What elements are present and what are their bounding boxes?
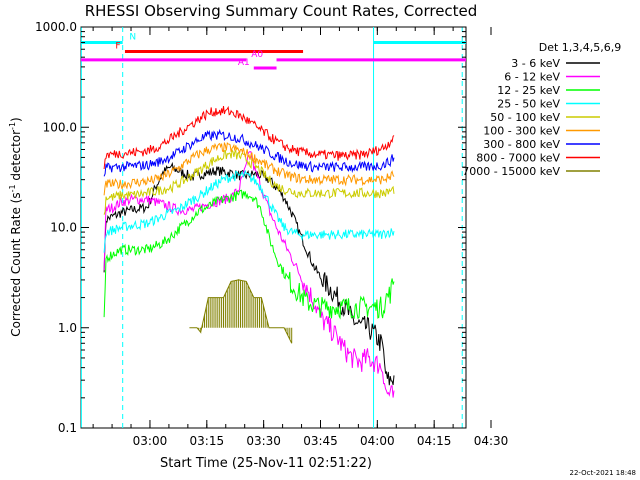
legend-title: Det 1,3,4,5,6,9 [539,41,622,54]
x-tick-label: 03:45 [303,434,338,448]
series-line-300-800-kev [103,128,395,177]
legend-entry-100-300-kev: 100 - 300 keV [483,125,560,138]
y-axis-label: Corrected Count Rate (s-1 detector-1) [8,117,23,336]
series-line-25-50-kev [103,169,395,253]
flag-label-f: F [115,41,120,51]
flag-label-a1: A1 [238,58,250,68]
chart-title: RHESSI Observing Summary Count Rates, Co… [85,2,478,20]
x-axis-ticks: 03:00 03:15 03:30 03:45 04:00 04:15 04:30 [92,27,509,448]
legend-entry-7000-15000-kev: 7000 - 15000 keV [462,165,560,178]
series-line-50-100-kev [103,148,395,215]
x-axis-label: Start Time (25-Nov-11 02:51:22) [160,456,372,471]
series-line-6-12-kev [103,151,395,398]
y-axis-ticks: 1000.0 100.0 10.0 1.0 0.1 [35,20,466,435]
legend-entry-6-12-kev: 6 - 12 keV [504,71,560,84]
x-tick-label: 04:30 [474,434,509,448]
series-lines [103,105,395,398]
series-line-800-7000-kev [103,105,395,170]
series-line-100-300-kev [103,142,395,196]
x-tick-label: 04:15 [417,434,452,448]
series-line-12-25-kev [103,189,395,320]
x-tick-label: 03:30 [246,434,281,448]
legend-entry-25-50-kev: 25 - 50 keV [497,98,560,111]
flag-label-a0: A0 [251,50,263,60]
y-tick-label: 100.0 [43,120,77,134]
y-tick-label: 0.1 [58,421,77,435]
legend-entry-3-6-kev: 3 - 6 keV [511,57,560,70]
date-stamp: 22-Oct-2021 18:48 [570,469,636,477]
flag-label-n: N [129,33,136,43]
y-tick-label: 1000.0 [35,20,77,34]
legend-entry-800-7000-kev: 800 - 7000 keV [476,152,560,165]
series-line-7000-15000-kev [189,279,293,344]
x-tick-label: 03:00 [133,434,168,448]
x-tick-label: 03:15 [190,434,225,448]
legend-entry-300-800-kev: 300 - 800 keV [483,138,560,151]
x-tick-label: 04:00 [360,434,395,448]
y-tick-label: 1.0 [58,321,77,335]
series-line-3-6-kev [103,161,395,386]
y-tick-label: 10.0 [50,221,77,235]
legend-entry-12-25-kev: 12 - 25 keV [497,84,560,97]
legend-entry-50-100-kev: 50 - 100 keV [490,111,560,124]
